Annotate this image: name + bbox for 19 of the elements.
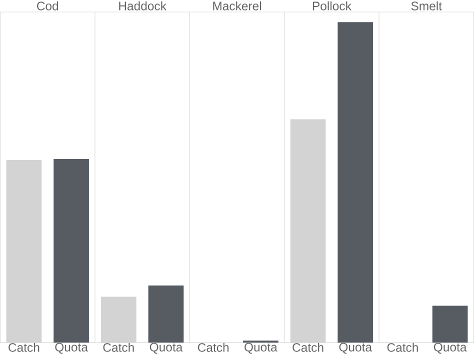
bar	[54, 159, 89, 343]
bar	[432, 306, 468, 343]
text: Haddock	[119, 1, 166, 10]
x-tick-label: Quota	[339, 342, 372, 354]
text: Mackerel	[213, 1, 262, 10]
x-tick-label: Quota	[150, 342, 183, 354]
text: Smelt	[411, 1, 442, 10]
text: Cod	[37, 1, 58, 10]
bar	[338, 22, 374, 343]
x-tick-label: Catch	[387, 342, 418, 352]
bar	[148, 286, 184, 343]
x-tick-label: Quota	[244, 342, 278, 354]
x-tick-label: Quota	[55, 342, 88, 354]
x-tick-label: Catch	[103, 342, 134, 352]
x-tick-label: Catch	[292, 342, 324, 352]
x-tick-label: Catch	[198, 342, 229, 352]
text: Pollock	[312, 1, 352, 10]
x-tick-label: Quota	[434, 342, 467, 354]
x-tick-label: Catch	[8, 342, 40, 352]
